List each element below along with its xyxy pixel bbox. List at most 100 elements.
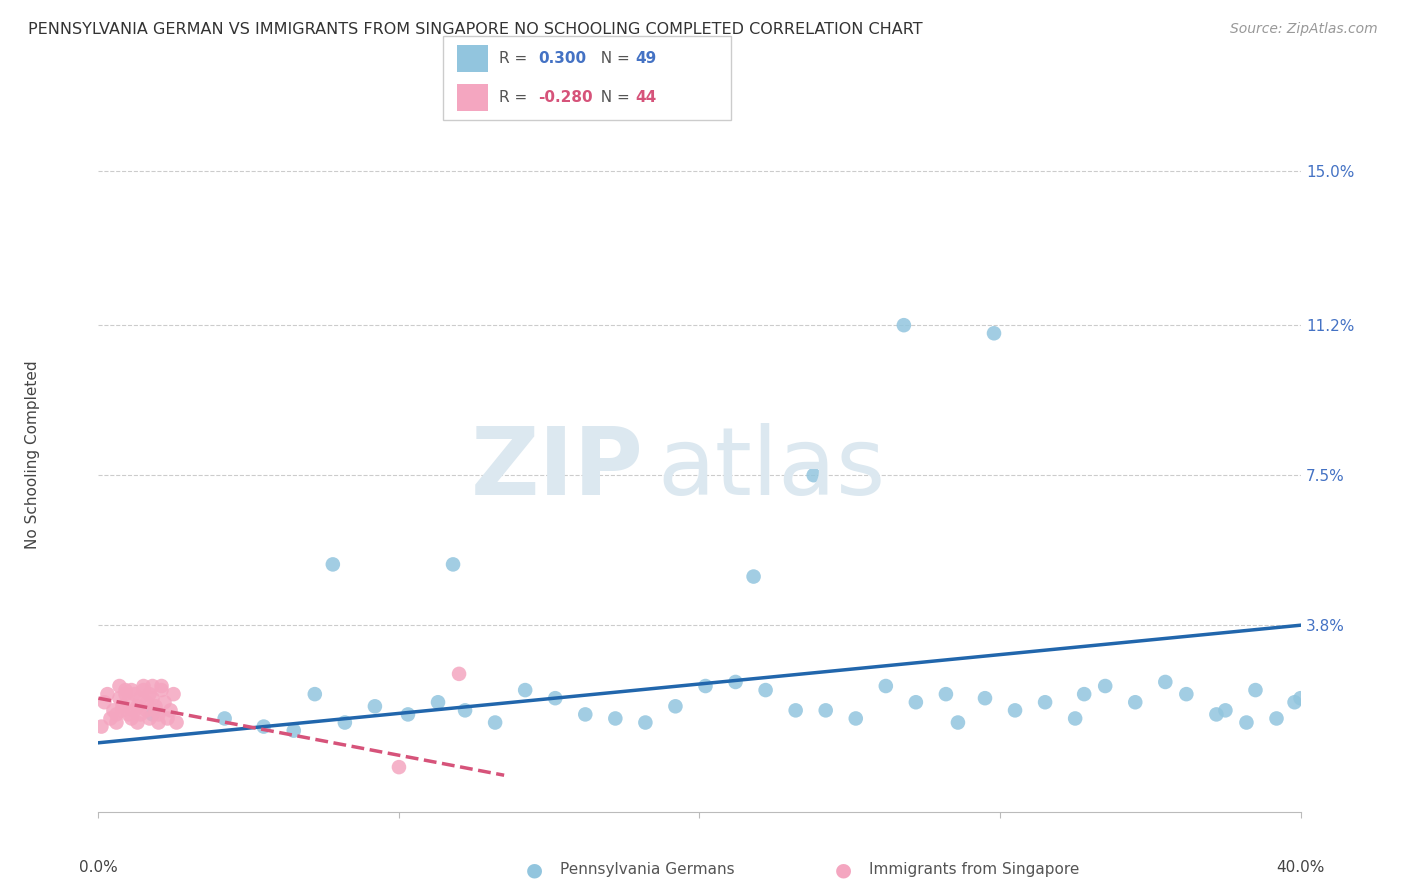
Point <box>117 695 139 709</box>
Point <box>141 691 163 706</box>
Point <box>108 691 131 706</box>
Point <box>114 683 136 698</box>
Point <box>1073 687 1095 701</box>
Point <box>135 703 157 717</box>
Point <box>90 720 112 734</box>
Text: No Schooling Completed: No Schooling Completed <box>25 360 39 549</box>
Point <box>253 720 276 734</box>
Point <box>893 318 915 333</box>
Point <box>755 683 778 698</box>
Point <box>1284 695 1306 709</box>
Point <box>100 711 122 725</box>
Point <box>803 468 825 483</box>
Point <box>1175 687 1198 701</box>
Point <box>1289 691 1312 706</box>
Point <box>427 695 450 709</box>
Point <box>1094 679 1116 693</box>
Point <box>447 666 470 681</box>
Point <box>388 760 411 774</box>
Text: N =: N = <box>591 90 634 105</box>
Point <box>153 695 176 709</box>
Point <box>515 683 537 698</box>
Point <box>364 699 387 714</box>
Point <box>814 703 837 717</box>
Point <box>162 687 184 701</box>
Point <box>141 679 163 693</box>
Point <box>845 711 868 725</box>
Point <box>141 707 163 722</box>
Text: PENNSYLVANIA GERMAN VS IMMIGRANTS FROM SINGAPORE NO SCHOOLING COMPLETED CORRELAT: PENNSYLVANIA GERMAN VS IMMIGRANTS FROM S… <box>28 22 922 37</box>
Point <box>138 711 160 725</box>
Point <box>156 711 179 725</box>
Point <box>441 558 464 572</box>
Point <box>166 715 188 730</box>
Point <box>105 715 128 730</box>
Text: 0.300: 0.300 <box>538 51 586 66</box>
Point <box>974 691 997 706</box>
Point <box>129 691 152 706</box>
Point <box>93 695 115 709</box>
Point <box>124 687 146 701</box>
Point <box>605 711 627 725</box>
Point <box>127 699 149 714</box>
Text: 40.0%: 40.0% <box>1277 861 1324 875</box>
Point <box>214 711 236 725</box>
Point <box>785 703 807 717</box>
Point <box>103 703 125 717</box>
Point <box>333 715 356 730</box>
Point <box>1123 695 1146 709</box>
Point <box>574 707 596 722</box>
Point <box>96 687 118 701</box>
Point <box>159 703 181 717</box>
Text: R =: R = <box>499 51 533 66</box>
Point <box>875 679 897 693</box>
Point <box>1244 683 1267 698</box>
Point <box>111 703 134 717</box>
Point <box>1064 711 1087 725</box>
Point <box>108 679 131 693</box>
Text: -0.280: -0.280 <box>538 90 593 105</box>
Text: ●: ● <box>835 860 852 880</box>
Point <box>695 679 717 693</box>
Point <box>935 687 957 701</box>
Point <box>121 711 143 725</box>
Point <box>124 703 146 717</box>
Text: 49: 49 <box>636 51 657 66</box>
Point <box>114 687 136 701</box>
Point <box>664 699 686 714</box>
Text: Immigrants from Singapore: Immigrants from Singapore <box>869 863 1080 877</box>
Text: ZIP: ZIP <box>471 423 644 516</box>
Point <box>111 699 134 714</box>
Point <box>105 707 128 722</box>
Point <box>484 715 506 730</box>
Point <box>150 683 173 698</box>
Point <box>322 558 344 572</box>
Point <box>1215 703 1237 717</box>
Point <box>742 569 765 583</box>
Point <box>135 695 157 709</box>
Point <box>1236 715 1258 730</box>
Point <box>396 707 419 722</box>
Point <box>132 683 155 698</box>
Point <box>724 675 747 690</box>
Point <box>1033 695 1056 709</box>
Point <box>145 699 167 714</box>
Point <box>117 707 139 722</box>
Text: R =: R = <box>499 90 533 105</box>
Point <box>127 715 149 730</box>
Point <box>150 679 173 693</box>
Text: N =: N = <box>591 51 634 66</box>
Point <box>129 707 152 722</box>
Point <box>904 695 927 709</box>
Point <box>148 707 170 722</box>
Text: Pennsylvania Germans: Pennsylvania Germans <box>560 863 734 877</box>
Text: 0.0%: 0.0% <box>79 861 118 875</box>
Text: atlas: atlas <box>658 423 886 516</box>
Point <box>544 691 567 706</box>
Point <box>132 679 155 693</box>
Point <box>138 687 160 701</box>
Point <box>304 687 326 701</box>
Point <box>454 703 477 717</box>
Point <box>148 715 170 730</box>
Point <box>145 703 167 717</box>
